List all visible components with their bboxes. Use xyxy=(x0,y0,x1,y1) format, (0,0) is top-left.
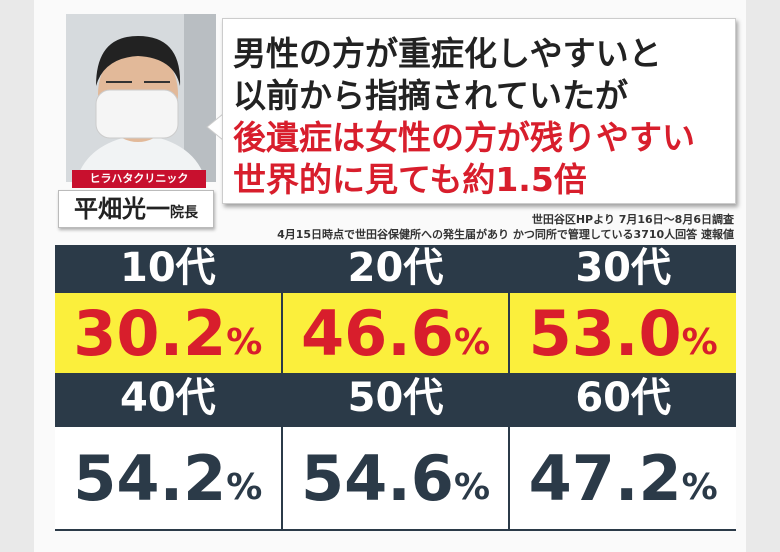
hair xyxy=(96,36,181,86)
tail-shape xyxy=(206,112,224,142)
portrait xyxy=(66,14,216,182)
headline-line: 世界的に見ても約1.5倍 xyxy=(233,160,587,199)
rate-value: 30.2 xyxy=(73,296,227,370)
age-label: 60代 xyxy=(510,375,736,425)
mask xyxy=(95,89,179,139)
rate-value: 54.6 xyxy=(300,441,454,515)
rate-cell: 30.2% xyxy=(55,293,281,373)
rate-value: 54.2 xyxy=(73,441,227,515)
rate-value: 46.6 xyxy=(300,296,454,370)
speech-bubble: 男性の方が重症化しやすいと 以前から指摘されていたが 後遺症は女性の方が残りやす… xyxy=(222,18,736,204)
headline-line: 男性の方が重症化しやすいと xyxy=(233,34,662,73)
clinic: ヒラハタクリニック xyxy=(72,170,206,188)
age-label: 20代 xyxy=(282,245,509,291)
rate-cell: 46.6% xyxy=(282,293,509,373)
source-line: 4月15日時点で世田谷保健所への発生届があり かつ同所で管理している3710人回… xyxy=(277,228,734,241)
rate-unit: % xyxy=(681,321,718,363)
age-label: 40代 xyxy=(55,375,281,425)
rate-value: 53.0 xyxy=(528,296,682,370)
name-plate: ヒラハタクリニック 平畑光一院長 xyxy=(58,168,218,228)
headline-line: 以前から指摘されていたが xyxy=(233,76,629,115)
speaker-title: 院長 xyxy=(170,205,198,221)
name-box: 平畑光一院長 xyxy=(58,190,214,228)
age-label: 10代 xyxy=(55,245,281,291)
age-label: 30代 xyxy=(510,245,736,291)
rate-value: 47.2 xyxy=(528,441,682,515)
source-line: 世田谷区HPより 7月16日～8月6日調査 xyxy=(531,213,734,226)
rate-table: 10代 20代 30代 30.2% 46.6% 53.0% 40代 50代 60代 54.2% 54… xyxy=(55,245,736,531)
headline-line: 後遺症は女性の方が残りやすい xyxy=(233,118,695,157)
rate-cell: 53.0% xyxy=(510,293,736,373)
rate-unit: % xyxy=(453,466,491,508)
rate-unit: % xyxy=(681,466,718,508)
rate-cell: 47.2% xyxy=(510,427,736,529)
rate-cell: 54.6% xyxy=(282,427,509,529)
rate-unit: % xyxy=(226,466,263,508)
rate-cell: 54.2% xyxy=(55,427,281,529)
speaker-name: 平畑光一 xyxy=(74,195,170,223)
rate-unit: % xyxy=(226,321,263,363)
speaker-photo xyxy=(66,14,216,182)
rate-unit: % xyxy=(453,321,491,363)
age-label: 50代 xyxy=(282,375,509,425)
